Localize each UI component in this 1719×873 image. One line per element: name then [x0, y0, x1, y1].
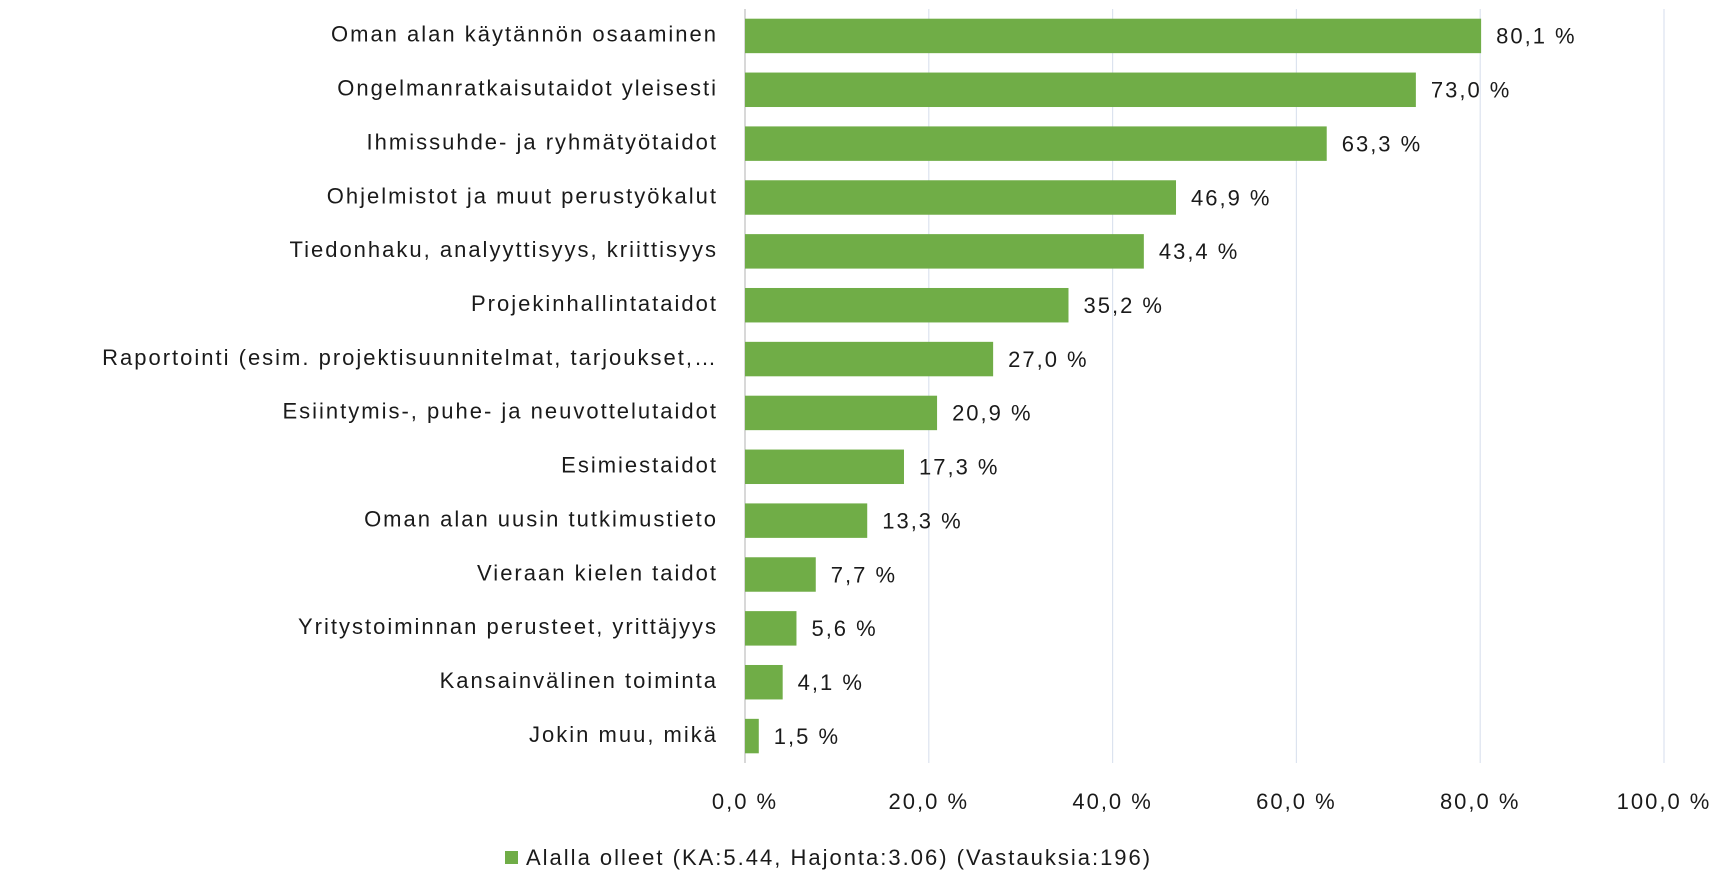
- value-label: 1,5 %: [774, 724, 840, 749]
- bar: [745, 180, 1177, 215]
- legend-swatch: [505, 851, 518, 864]
- y-tick-label: Ohjelmistot ja muut perustyökalut: [327, 183, 718, 208]
- y-tick-label: Raportointi (esim. projektisuunnitelmat,…: [102, 345, 718, 370]
- value-label: 7,7 %: [831, 562, 897, 587]
- y-tick-label: Oman alan uusin tutkimustieto: [364, 506, 718, 531]
- legend-label: Alalla olleet (KA:5.44, Hajonta:3.06) (V…: [526, 845, 1152, 870]
- value-label: 17,3 %: [919, 455, 1000, 480]
- bar: [745, 503, 868, 538]
- x-tick-label: 0,0 %: [712, 789, 778, 814]
- value-label: 43,4 %: [1159, 239, 1240, 264]
- value-label: 46,9 %: [1191, 185, 1272, 210]
- y-tick-label: Tiedonhaku, analyyttisyys, kriittisyys: [289, 237, 718, 262]
- bar: [745, 611, 797, 646]
- bar: [745, 234, 1144, 269]
- x-tick-label: 20,0 %: [889, 789, 970, 814]
- value-label: 80,1 %: [1496, 24, 1577, 49]
- bar: [745, 395, 938, 431]
- bar: [745, 557, 816, 592]
- bar: [745, 126, 1327, 161]
- value-label: 20,9 %: [952, 401, 1033, 426]
- bar: [745, 341, 994, 377]
- y-tick-label: Oman alan käytännön osaaminen: [331, 22, 718, 47]
- bar: [745, 718, 759, 754]
- bar: [745, 449, 904, 485]
- value-label: 5,6 %: [811, 616, 877, 641]
- y-tick-label: Esiintymis-, puhe- ja neuvottelutaidot: [282, 399, 718, 424]
- y-tick-label: Projekinhallintataidot: [471, 291, 718, 316]
- value-label: 63,3 %: [1342, 131, 1423, 156]
- x-tick-label: 40,0 %: [1072, 789, 1153, 814]
- x-tick-label: 60,0 %: [1256, 789, 1337, 814]
- y-tick-label: Vieraan kielen taidot: [477, 560, 718, 585]
- value-label: 35,2 %: [1083, 293, 1164, 318]
- x-tick-label: 80,0 %: [1440, 789, 1521, 814]
- y-tick-label: Kansainvälinen toiminta: [440, 668, 718, 693]
- value-label: 13,3 %: [882, 508, 963, 533]
- bar: [745, 287, 1069, 323]
- y-tick-label: Ongelmanratkaisutaidot yleisesti: [337, 76, 718, 101]
- bar: [745, 18, 1482, 54]
- y-tick-label: Yritystoiminnan perusteet, yrittäjyys: [298, 614, 718, 639]
- y-tick-label: Esimiestaidot: [561, 453, 718, 478]
- value-label: 4,1 %: [798, 670, 864, 695]
- value-label: 27,0 %: [1008, 347, 1089, 372]
- y-tick-label: Ihmissuhde- ja ryhmätyötaidot: [367, 129, 718, 154]
- value-label: 73,0 %: [1431, 78, 1512, 103]
- bar: [745, 72, 1416, 108]
- x-tick-label: 100,0 %: [1617, 789, 1712, 814]
- bar: [745, 664, 783, 700]
- y-tick-label: Jokin muu, mikä: [529, 722, 718, 747]
